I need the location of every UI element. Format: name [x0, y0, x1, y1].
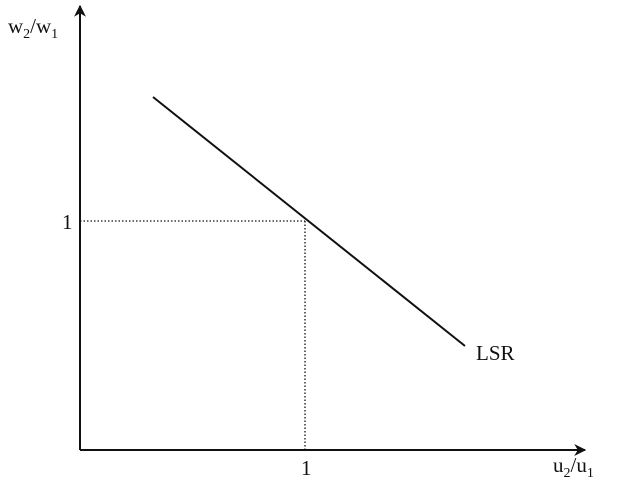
lsr-line — [152, 96, 466, 347]
y-axis-label: w2/w1 — [8, 14, 58, 42]
line-label: LSR — [476, 341, 515, 365]
x-axis-label: u2/u1 — [553, 453, 594, 481]
y-tick-label: 1 — [62, 210, 73, 234]
x-tick-label: 1 — [301, 456, 312, 480]
